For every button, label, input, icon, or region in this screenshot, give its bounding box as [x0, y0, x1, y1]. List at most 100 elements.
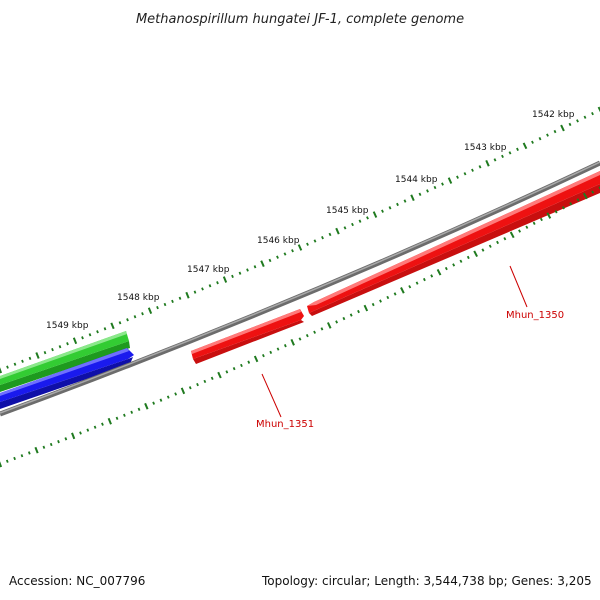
- inner-ruler-minor-tick: [540, 217, 543, 222]
- inner-ruler-minor-tick: [349, 313, 353, 317]
- inner-ruler-minor-tick: [130, 410, 134, 414]
- outer-ruler-minor-tick: [268, 258, 272, 263]
- inner-ruler-minor-tick: [57, 439, 60, 444]
- outer-ruler-major-tick: [297, 244, 303, 251]
- kbp-label-1542: 1542 kbp: [532, 110, 575, 120]
- inner-ruler-minor-tick: [320, 327, 324, 331]
- kbp-label-1547: 1547 kbp: [187, 265, 230, 275]
- inner-ruler-minor-tick: [591, 190, 595, 194]
- kbp-label-1545: 1545 kbp: [326, 206, 369, 216]
- outer-ruler-minor-tick: [193, 290, 197, 294]
- inner-ruler-major-tick: [363, 304, 369, 312]
- inner-ruler-minor-tick: [152, 401, 156, 405]
- gene-label-mhun-1351[interactable]: Mhun_1351: [256, 419, 314, 430]
- outer-ruler-minor-tick: [403, 199, 407, 203]
- outer-ruler-major-tick: [597, 106, 600, 113]
- inner-ruler-minor-tick: [481, 248, 485, 252]
- blue-feature-track[interactable]: [0, 348, 134, 409]
- inner-ruler-minor-tick: [459, 259, 463, 263]
- inner-ruler-minor-tick: [357, 309, 360, 314]
- green-feature-highlight: [0, 331, 127, 379]
- outer-ruler-minor-tick: [141, 312, 144, 316]
- outer-ruler-minor-tick: [231, 274, 234, 279]
- inner-ruler-minor-tick: [27, 451, 31, 455]
- outer-ruler-major-tick: [185, 291, 190, 299]
- inner-ruler-major-tick: [0, 461, 3, 468]
- inner-ruler-minor-tick: [305, 334, 309, 338]
- inner-ruler-minor-tick: [232, 367, 236, 371]
- outer-ruler-minor-tick: [583, 115, 587, 119]
- inner-ruler-minor-tick: [430, 274, 434, 278]
- outer-ruler-minor-tick: [508, 151, 512, 155]
- inner-ruler-major-tick: [71, 432, 76, 440]
- outer-ruler-minor-tick: [546, 133, 549, 137]
- kbp-label-1543: 1543 kbp: [464, 143, 507, 153]
- outer-ruler-minor-tick: [43, 350, 47, 355]
- outer-ruler-minor-tick: [201, 287, 204, 291]
- kbp-label-1548: 1548 kbp: [117, 293, 160, 303]
- inner-ruler-minor-tick: [342, 316, 346, 321]
- outer-ruler-minor-tick: [456, 175, 459, 179]
- inner-ruler-minor-tick: [79, 431, 82, 435]
- outer-ruler-minor-tick: [388, 206, 392, 210]
- inner-ruler-minor-tick: [525, 225, 529, 229]
- outer-ruler-minor-tick: [208, 284, 212, 288]
- inner-ruler-major-tick: [326, 322, 332, 329]
- inner-ruler-minor-tick: [503, 237, 507, 241]
- outer-ruler-minor-tick: [366, 216, 369, 220]
- outer-ruler-minor-tick: [531, 140, 534, 144]
- inner-kbp-ruler: [0, 186, 600, 468]
- outer-ruler-minor-tick: [81, 336, 84, 340]
- inner-ruler-major-tick: [290, 338, 295, 346]
- outer-ruler-minor-tick: [441, 182, 444, 186]
- inner-ruler-minor-tick: [49, 442, 53, 447]
- inner-ruler-minor-tick: [386, 295, 390, 300]
- gene-mhun-1350[interactable]: [307, 171, 600, 316]
- kbp-labels: 1542 kbp 1543 kbp 1544 kbp 1545 kbp 1546…: [46, 110, 575, 331]
- outer-ruler-major-tick: [335, 227, 340, 235]
- outer-ruler-minor-tick: [313, 239, 317, 243]
- kbp-label-1549: 1549 kbp: [46, 321, 89, 331]
- outer-ruler-major-tick: [372, 211, 378, 218]
- green-feature-track[interactable]: [0, 331, 130, 392]
- outer-ruler-minor-tick: [381, 209, 384, 213]
- inner-ruler-minor-tick: [444, 266, 448, 271]
- genome-backbone: [0, 160, 600, 417]
- inner-ruler-minor-tick: [488, 244, 492, 248]
- inner-ruler-minor-tick: [20, 454, 24, 458]
- inner-ruler-minor-tick: [159, 398, 163, 402]
- inner-ruler-major-tick: [34, 446, 39, 454]
- inner-ruler-minor-tick: [13, 456, 16, 461]
- inner-ruler-minor-tick: [5, 459, 9, 463]
- outer-ruler-major-tick: [522, 142, 528, 150]
- outer-ruler-minor-tick: [328, 232, 332, 237]
- inner-ruler-minor-tick: [42, 445, 46, 449]
- blue-feature[interactable]: [0, 348, 134, 402]
- genome-summary-text: Topology: circular; Length: 3,544,738 bp…: [262, 574, 592, 588]
- outer-kbp-ruler: [0, 106, 600, 374]
- outer-ruler-major-tick: [410, 194, 415, 202]
- outer-ruler-minor-tick: [433, 185, 437, 190]
- inner-ruler-major-tick: [144, 402, 149, 410]
- outer-ruler-major-tick: [260, 260, 265, 268]
- outer-ruler-major-tick: [560, 124, 565, 132]
- outer-ruler-minor-tick: [568, 122, 572, 127]
- outer-ruler-minor-tick: [321, 236, 324, 240]
- outer-ruler-major-tick: [485, 159, 490, 167]
- outer-ruler-minor-tick: [66, 342, 69, 346]
- gene-mhun-1351[interactable]: [191, 309, 304, 364]
- inner-ruler-minor-tick: [562, 206, 565, 210]
- blue-feature-highlight: [0, 348, 129, 396]
- outer-ruler-minor-tick: [51, 347, 54, 352]
- inner-ruler-minor-tick: [466, 255, 470, 260]
- kbp-label-1546: 1546 kbp: [257, 236, 300, 246]
- outer-ruler-minor-tick: [396, 202, 399, 207]
- gene-label-mhun-1350[interactable]: Mhun_1350: [506, 310, 564, 321]
- inner-ruler-minor-tick: [210, 376, 214, 380]
- gene-mhun-1350-shadow: [309, 184, 600, 316]
- inner-ruler-minor-tick: [93, 425, 97, 429]
- inner-ruler-major-tick: [509, 231, 515, 239]
- outer-ruler-minor-tick: [471, 168, 474, 172]
- inner-ruler-minor-tick: [123, 413, 126, 417]
